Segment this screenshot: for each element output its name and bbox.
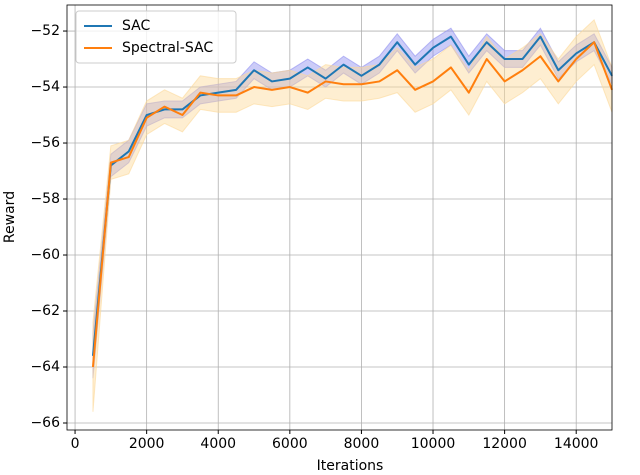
plot-frame bbox=[66, 4, 613, 431]
x-tick-label: 0 bbox=[71, 436, 80, 452]
legend-frame bbox=[75, 10, 237, 64]
y-tick-label: −54 bbox=[30, 79, 60, 95]
x-tick-label: 10000 bbox=[411, 436, 456, 452]
series-line bbox=[91, 35, 613, 356]
x-tick-label: 4000 bbox=[200, 436, 236, 452]
y-tick-label: −62 bbox=[30, 303, 60, 319]
lines bbox=[91, 35, 613, 368]
legend-label: Spectral-SAC bbox=[122, 40, 213, 56]
x-tick-label: 14000 bbox=[554, 436, 599, 452]
series-line bbox=[91, 41, 613, 368]
legend-label: SAC bbox=[122, 18, 150, 34]
x-tick-label: 2000 bbox=[129, 436, 165, 452]
y-axis-label: Reward bbox=[2, 191, 18, 243]
axes: 0 2000 4000 6000 8000 10000 12000 14000 −66 −64 −6… bbox=[30, 4, 613, 452]
legend: SAC Spectral-SAC bbox=[75, 10, 237, 64]
y-tick-label: −58 bbox=[30, 191, 60, 207]
x-tick-label: 8000 bbox=[344, 436, 380, 452]
y-tick-label: −56 bbox=[30, 135, 60, 151]
error-band bbox=[92, 18, 613, 412]
y-tick-label: −52 bbox=[30, 23, 60, 39]
y-tick-label: −64 bbox=[30, 359, 60, 375]
y-tick-label: −60 bbox=[30, 247, 60, 263]
x-tick-label: 12000 bbox=[482, 436, 527, 452]
grid bbox=[67, 5, 612, 430]
y-tick-label: −66 bbox=[30, 415, 60, 431]
bands bbox=[92, 18, 613, 412]
x-axis-label: Iterations bbox=[317, 458, 384, 474]
x-tick-label: 6000 bbox=[272, 436, 308, 452]
